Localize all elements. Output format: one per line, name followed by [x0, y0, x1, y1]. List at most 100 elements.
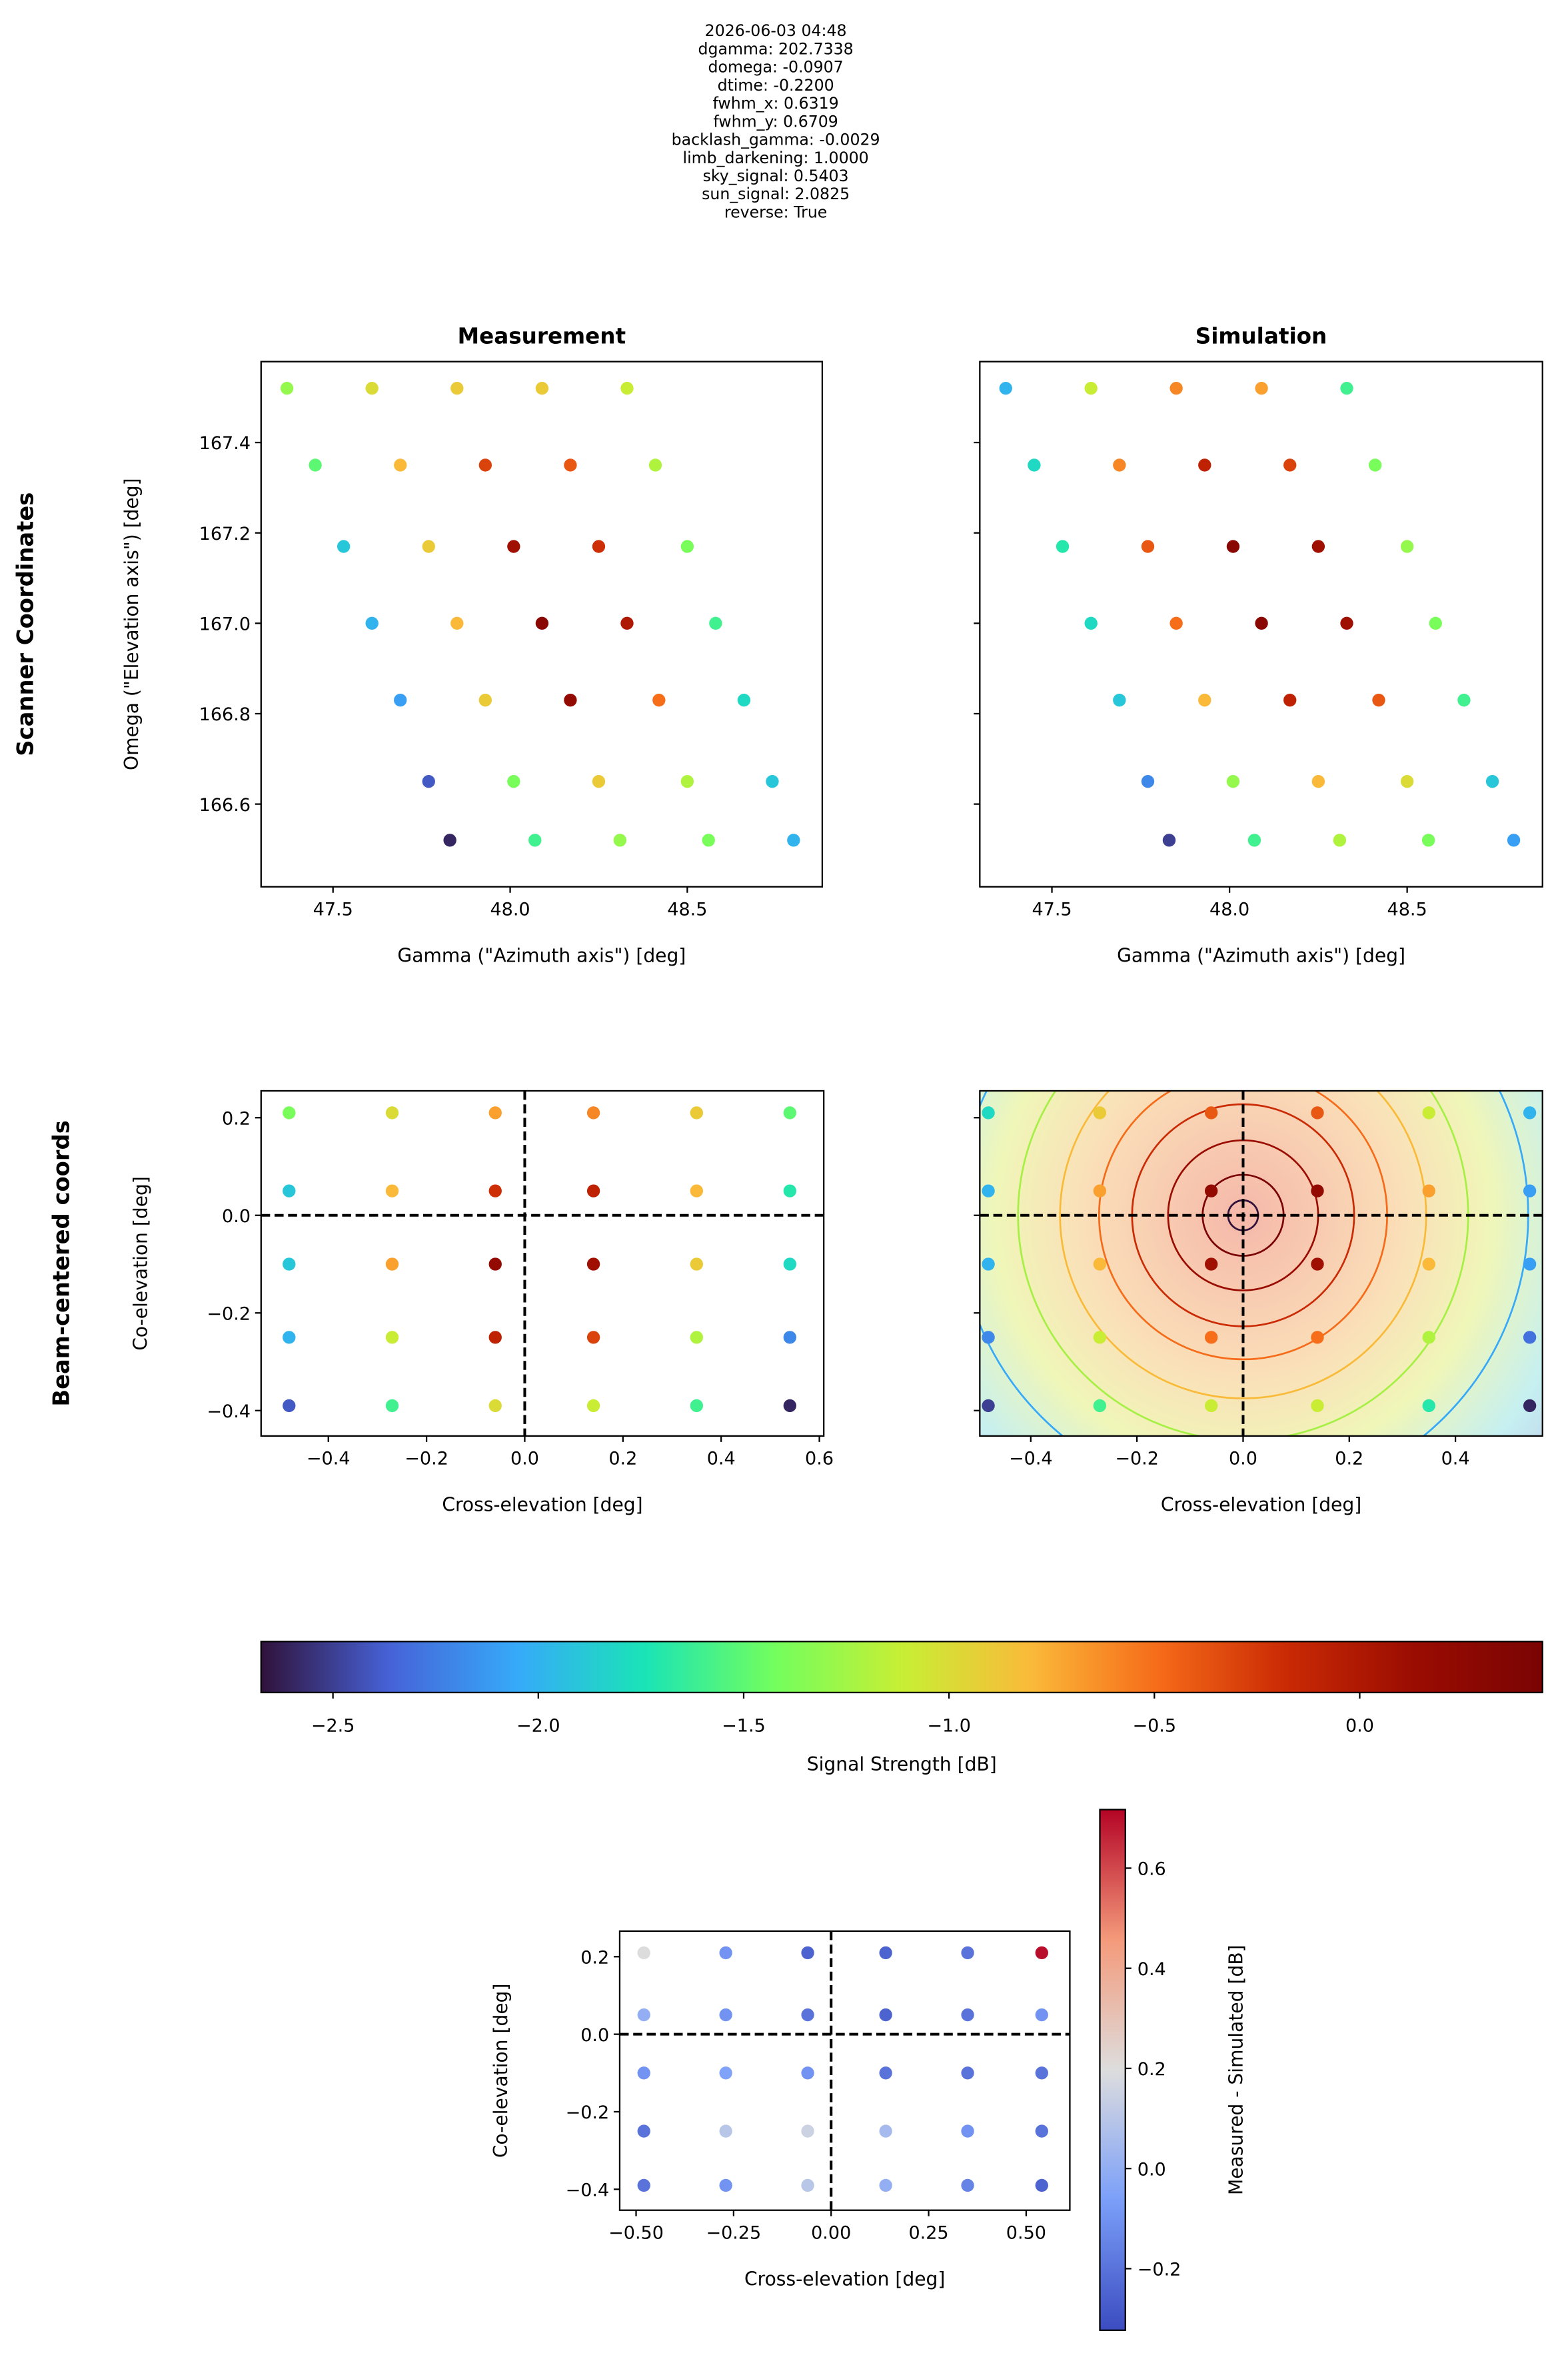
x-tick-label: 48.0 [1209, 900, 1249, 920]
y-tick-label: 166.6 [199, 795, 251, 816]
x-tick-label: 0.6 [805, 1449, 834, 1469]
point [564, 458, 577, 472]
point [982, 1184, 995, 1197]
axes-frame [260, 361, 824, 888]
point [283, 1331, 296, 1344]
point [488, 1184, 502, 1197]
row-label: Beam-centered coords [49, 1120, 75, 1406]
point [719, 2178, 732, 2192]
point [1093, 1257, 1107, 1271]
point [690, 1399, 704, 1413]
point [1035, 2008, 1048, 2022]
point [690, 1331, 704, 1344]
point [309, 458, 322, 472]
point [1422, 1257, 1435, 1271]
point [637, 2066, 650, 2080]
point [982, 1106, 995, 1120]
point [1113, 693, 1126, 707]
x-tick-label: 47.5 [313, 900, 353, 920]
point [961, 2066, 974, 2080]
point [365, 616, 379, 630]
x-axis-label: Cross-elevation [deg] [744, 2268, 945, 2290]
point [1523, 1184, 1537, 1197]
point [1311, 1399, 1324, 1413]
point [1035, 2066, 1048, 2080]
point [385, 1257, 399, 1271]
point [488, 1257, 502, 1271]
point [982, 1331, 995, 1344]
point [1523, 1331, 1537, 1344]
axes-frame [979, 1090, 1543, 1437]
point [690, 1184, 704, 1197]
x-tick-label: 47.5 [1032, 900, 1072, 920]
x-tick-label: −0.50 [608, 2222, 664, 2243]
point [507, 540, 520, 553]
point [450, 381, 464, 395]
header-line: dgamma: 202.7338 [698, 39, 854, 58]
point [648, 458, 662, 472]
colorbar-tick-label: −2.5 [311, 1715, 355, 1736]
point [1084, 616, 1098, 630]
point [337, 540, 351, 553]
point [1311, 1106, 1324, 1120]
point [283, 1399, 296, 1413]
colorbar-tick-label: −2.0 [516, 1715, 560, 1736]
point [637, 2008, 650, 2022]
y-tick-label: 167.2 [199, 524, 251, 544]
point [1028, 458, 1041, 472]
y-axis-label: Omega ("Elevation axis") [deg] [121, 478, 143, 770]
point [879, 2124, 892, 2138]
point [535, 616, 549, 630]
point [1204, 1106, 1218, 1120]
axes-title: Simulation [1195, 324, 1327, 349]
point [422, 775, 435, 788]
point [1093, 1331, 1107, 1344]
colorbar-tick-label: 0.6 [1138, 1859, 1166, 1880]
point [637, 2124, 650, 2138]
header-line: domega: -0.0907 [708, 58, 844, 77]
point [280, 381, 294, 395]
point [488, 1399, 502, 1413]
point [801, 2178, 814, 2192]
x-axis-label: Gamma ("Azimuth axis") [deg] [1117, 944, 1405, 966]
point [1255, 616, 1268, 630]
axes-frame [979, 361, 1543, 888]
colorbar-tick-label: 0.4 [1138, 1959, 1166, 1980]
point [1507, 834, 1521, 847]
point [385, 1399, 399, 1413]
colorbar-label: Signal Strength [dB] [807, 1753, 997, 1775]
point [1311, 1257, 1324, 1271]
point [879, 1946, 892, 1960]
y-axis-label: Co-elevation [deg] [130, 1176, 152, 1351]
header-line: reverse: True [724, 203, 827, 221]
point [961, 2178, 974, 2192]
x-tick-label: 0.4 [1441, 1449, 1470, 1469]
point [1523, 1399, 1537, 1413]
point [961, 2124, 974, 2138]
point [1283, 693, 1297, 707]
header-line: 2026-06-03 04:48 [705, 21, 847, 40]
x-tick-label: −0.25 [706, 2222, 761, 2243]
plot-area [999, 381, 1521, 847]
point [1311, 1331, 1324, 1344]
point [1035, 1946, 1048, 1960]
point [801, 2008, 814, 2022]
point [385, 1331, 399, 1344]
point [801, 1946, 814, 1960]
header-line: sky_signal: 0.5403 [703, 167, 849, 185]
y-tick-label: −0.2 [566, 2102, 610, 2123]
y-tick-label: 0.2 [580, 1947, 609, 1968]
point [1311, 775, 1325, 788]
point [961, 1946, 974, 1960]
y-tick-label: −0.2 [207, 1303, 251, 1324]
point [1056, 540, 1070, 553]
header-line: sun_signal: 2.0825 [702, 185, 850, 203]
axes-frame [260, 1090, 825, 1437]
point [709, 616, 722, 630]
point [1368, 458, 1382, 472]
x-tick-label: 0.0 [510, 1449, 539, 1469]
header-line: limb_darkening: 1.0000 [683, 149, 869, 167]
point [488, 1106, 502, 1120]
axes-frame [618, 1930, 1071, 2211]
